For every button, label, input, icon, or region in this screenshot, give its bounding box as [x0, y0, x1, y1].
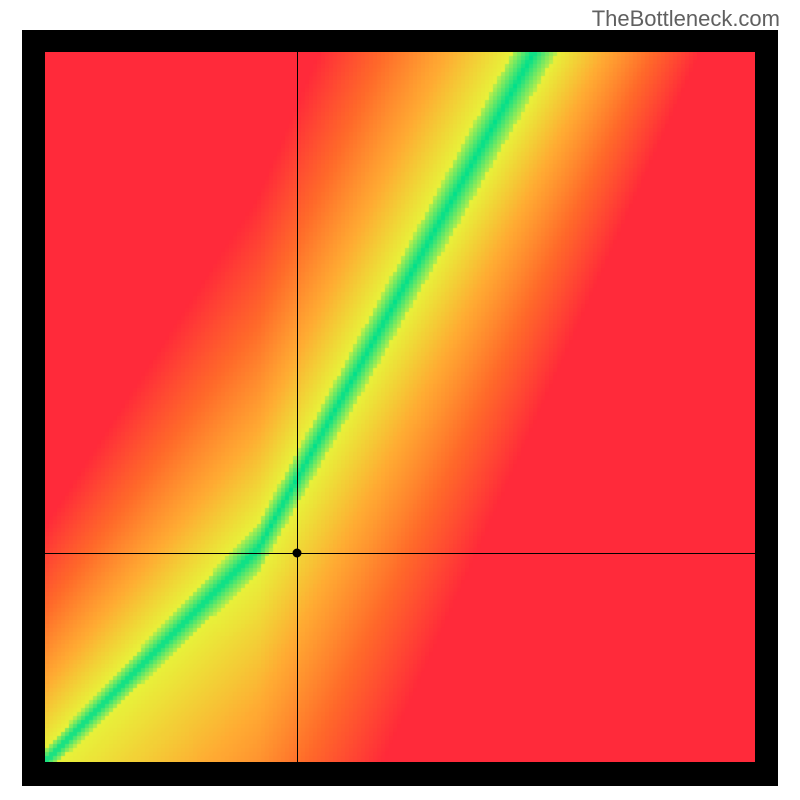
watermark-text: TheBottleneck.com	[592, 6, 780, 32]
system-marker	[293, 548, 302, 557]
crosshair-vertical	[297, 52, 298, 762]
bottleneck-chart-container: TheBottleneck.com	[0, 0, 800, 800]
heatmap-canvas	[45, 52, 755, 762]
crosshair-horizontal	[45, 553, 755, 554]
